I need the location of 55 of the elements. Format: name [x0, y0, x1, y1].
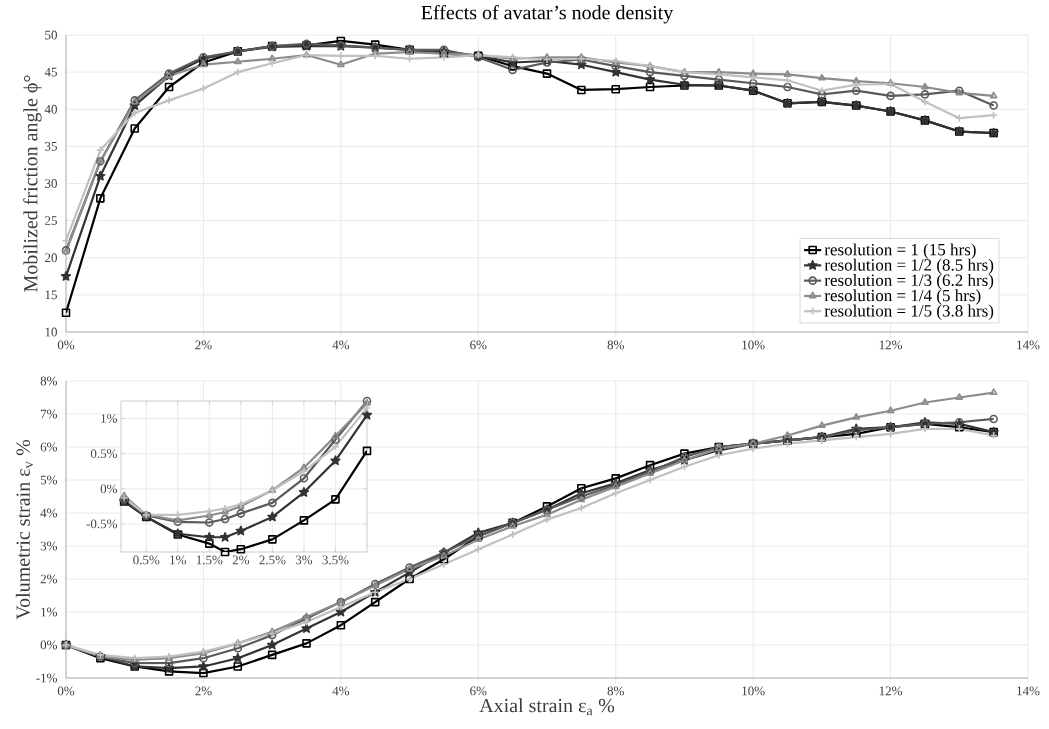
x-axis-title: Axial strain ε$_{a}$ %	[479, 698, 615, 716]
y-tick-label: 45	[44, 67, 57, 77]
x-tick-label: 12%	[879, 340, 903, 350]
x-tick-label: 6%	[470, 686, 487, 696]
x-tick-label: 14%	[1017, 686, 1040, 696]
y-tick-label: 5%	[40, 475, 58, 485]
y-tick-label: 7%	[41, 409, 58, 419]
y-tick-label: -0.5%	[86, 519, 118, 529]
y-tick-label: 15	[45, 290, 57, 300]
legend-label: resolution = 1/4 (5 hrs)	[824, 289, 981, 305]
y-tick-label: 8%	[40, 376, 58, 386]
y-tick-label: 40	[44, 104, 57, 114]
y-axis-title: Mobilized friction angle ϕ°	[23, 75, 42, 292]
x-tick-label: 2%	[195, 686, 212, 696]
y-tick-label: 10	[45, 327, 57, 337]
x-tick-label: 8%	[607, 686, 624, 696]
y-tick-label: 30	[45, 179, 57, 188]
y-tick-label: 0.5%	[90, 449, 118, 459]
x-tick-label: 8%	[607, 340, 624, 350]
x-tick-label: 4%	[332, 340, 350, 350]
legend-label: resolution = 1/5 (3.8 hrs)	[824, 304, 994, 321]
y-tick-label: 1%	[41, 607, 58, 617]
y-tick-label: 20	[45, 253, 57, 263]
y-tick-label: 3%	[40, 541, 58, 551]
y-tick-label: 35	[45, 142, 57, 151]
x-tick-label: 14%	[1017, 340, 1040, 350]
x-tick-label: 1%	[170, 555, 186, 565]
x-tick-label: 10%	[742, 686, 765, 696]
x-tick-label: 3%	[295, 555, 313, 565]
legend-label: resolution = 1/3 (6.2 hrs)	[824, 274, 994, 290]
y-tick-label: 2%	[40, 574, 58, 584]
y-tick-label: 6%	[40, 442, 58, 452]
x-tick-label: 4%	[332, 686, 350, 696]
legend-label: resolution = 1 (15 hrs)	[824, 243, 976, 259]
y-tick-label: 25	[45, 216, 57, 225]
x-tick-label: 2%	[195, 340, 212, 350]
x-tick-label: 0%	[57, 340, 75, 350]
chart-title: Effects of avatar’s node density	[421, 5, 674, 24]
x-tick-label: 3.5%	[322, 555, 349, 565]
legend-label: resolution = 1/2 (8.5 hrs)	[824, 258, 994, 275]
y-tick-label: 1%	[101, 414, 118, 423]
x-tick-label: 2%	[232, 555, 250, 565]
y-axis-title: Volumetric strain ε$_{v}$ %	[15, 439, 33, 620]
y-tick-label: 0%	[100, 484, 118, 494]
x-tick-label: 6%	[470, 340, 487, 350]
x-tick-label: 0.5%	[133, 555, 160, 565]
y-tick-label: 50	[45, 30, 57, 40]
y-tick-label: 4%	[40, 508, 58, 518]
x-tick-label: 10%	[742, 340, 765, 350]
y-tick-label: 0%	[40, 640, 58, 650]
x-tick-label: 12%	[879, 686, 903, 696]
x-tick-label: 2.5%	[259, 555, 286, 565]
x-tick-label: 0%	[57, 686, 75, 696]
x-tick-label: 1.5%	[196, 555, 223, 565]
y-tick-label: -1%	[36, 673, 58, 683]
